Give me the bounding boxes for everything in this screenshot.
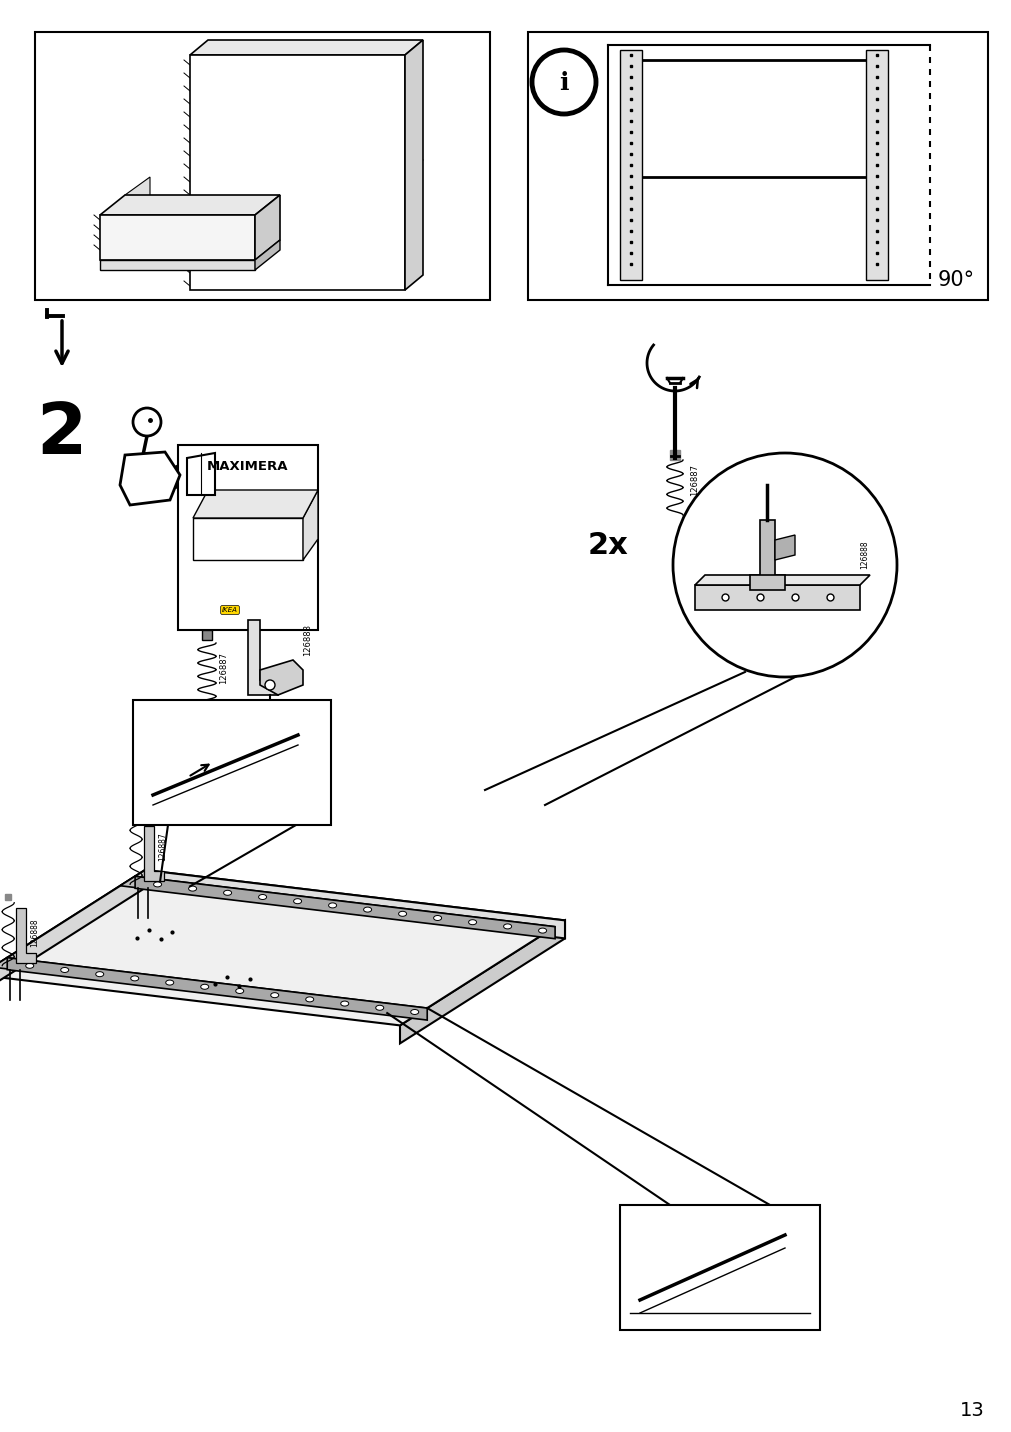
Text: 126888: 126888 [30, 918, 39, 947]
Ellipse shape [329, 904, 337, 908]
Ellipse shape [271, 992, 278, 998]
Polygon shape [187, 453, 214, 495]
Text: 13: 13 [958, 1400, 984, 1419]
Ellipse shape [410, 1010, 419, 1014]
Polygon shape [0, 958, 427, 1018]
Text: 126887: 126887 [218, 652, 227, 684]
Text: 2x: 2x [587, 530, 628, 560]
Polygon shape [190, 40, 423, 54]
Circle shape [532, 50, 595, 115]
Polygon shape [399, 921, 564, 1044]
Circle shape [265, 680, 275, 690]
Ellipse shape [375, 1005, 383, 1010]
Ellipse shape [188, 886, 196, 891]
Polygon shape [120, 453, 180, 505]
Polygon shape [16, 908, 36, 962]
Ellipse shape [223, 891, 232, 895]
Polygon shape [255, 195, 280, 261]
Text: i: i [559, 72, 568, 95]
Polygon shape [302, 490, 317, 560]
Ellipse shape [398, 911, 406, 916]
Bar [620, 50, 641, 281]
Polygon shape [248, 620, 278, 695]
Polygon shape [100, 261, 255, 271]
Polygon shape [100, 215, 255, 261]
Polygon shape [774, 536, 795, 560]
Polygon shape [193, 518, 302, 560]
Polygon shape [7, 958, 427, 1020]
Bar [178, 445, 317, 630]
Ellipse shape [61, 968, 69, 972]
Ellipse shape [154, 882, 162, 886]
Ellipse shape [468, 919, 476, 925]
Polygon shape [695, 586, 859, 610]
Bar [528, 32, 987, 299]
Text: 126888: 126888 [859, 541, 868, 570]
Text: MAXIMERA: MAXIMERA [207, 461, 288, 474]
Text: 126888: 126888 [302, 624, 311, 656]
Polygon shape [145, 871, 564, 938]
Ellipse shape [341, 1001, 349, 1007]
Polygon shape [759, 520, 774, 586]
Ellipse shape [130, 975, 139, 981]
Text: 90°: 90° [937, 271, 975, 291]
Text: 126887: 126887 [690, 464, 699, 495]
Polygon shape [120, 876, 555, 937]
Ellipse shape [200, 984, 208, 990]
Text: 126887: 126887 [158, 832, 167, 861]
Circle shape [672, 453, 896, 677]
Ellipse shape [25, 964, 33, 968]
Polygon shape [749, 576, 785, 590]
Circle shape [132, 408, 161, 435]
Polygon shape [0, 871, 564, 1025]
Bar [620, 1204, 819, 1330]
Polygon shape [134, 876, 555, 939]
Bar [132, 700, 331, 825]
Ellipse shape [503, 924, 512, 929]
Ellipse shape [305, 997, 313, 1002]
Polygon shape [190, 54, 404, 291]
Ellipse shape [538, 928, 546, 934]
Polygon shape [404, 40, 423, 291]
Ellipse shape [166, 979, 174, 985]
Polygon shape [144, 826, 164, 881]
Polygon shape [255, 241, 280, 271]
Bar [35, 32, 489, 299]
Polygon shape [125, 178, 150, 241]
Polygon shape [193, 490, 317, 518]
Polygon shape [0, 871, 145, 992]
Ellipse shape [293, 899, 301, 904]
Polygon shape [695, 576, 869, 586]
Ellipse shape [433, 915, 441, 921]
Ellipse shape [236, 988, 244, 994]
Polygon shape [100, 195, 280, 215]
Ellipse shape [363, 906, 371, 912]
Text: 2: 2 [36, 400, 86, 470]
Bar [865, 50, 887, 281]
Ellipse shape [259, 895, 266, 899]
Ellipse shape [96, 972, 103, 977]
Text: IKEA: IKEA [221, 607, 238, 613]
Polygon shape [260, 660, 302, 695]
